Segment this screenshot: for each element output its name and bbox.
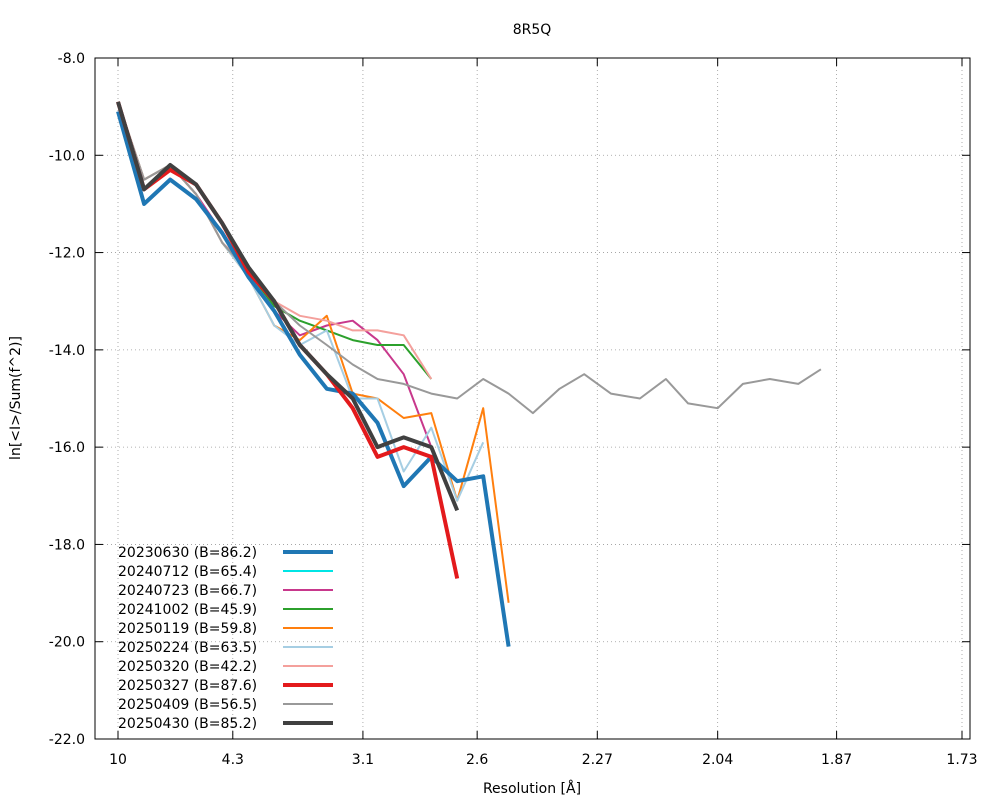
legend-label: 20250327 (B=87.6) [118,678,257,694]
y-tick-label: -20.0 [49,635,85,651]
legend-label: 20241002 (B=45.9) [118,602,257,618]
x-tick-label: 3.1 [352,752,374,768]
legend-label: 20240723 (B=66.7) [118,583,257,599]
series-line-20230630 [116,110,511,647]
legend-label: 20250224 (B=63.5) [118,640,257,656]
x-tick-label: 2.6 [466,752,488,768]
y-tick-label: -18.0 [49,537,85,553]
x-axis-title: Resolution [Å] [483,780,581,797]
y-tick-label: -10.0 [49,148,85,164]
y-tick-label: -16.0 [49,440,85,456]
y-tick-label: -8.0 [58,51,85,67]
x-tick-label: 2.04 [702,752,733,768]
legend-label: 20250430 (B=85.2) [118,716,257,732]
x-tick-label: 1.87 [821,752,852,768]
legend-label: 20240712 (B=65.4) [118,564,257,580]
x-tick-label: 10 [109,752,127,768]
legend: 20230630 (B=86.2) 20240712 (B=65.4) 202407… [118,545,333,732]
y-tick-label: -14.0 [49,343,85,359]
legend-label: 20250119 (B=59.8) [118,621,257,637]
x-tick-label: 2.27 [582,752,613,768]
chart-title: 8R5Q [513,22,552,38]
y-axis-title: ln[<I>/Sum(f^2)] [8,336,24,460]
series-line-20250430 [116,101,460,512]
legend-label: 20250320 (B=42.2) [118,659,257,675]
legend-label: 20250409 (B=56.5) [118,697,257,713]
plot-frame [94,57,971,740]
y-tick-label: -12.0 [49,246,85,262]
series-layer [116,101,822,647]
x-tick-label: 4.3 [222,752,244,768]
legend-label: 20230630 (B=86.2) [118,545,257,561]
x-tick-label: 1.73 [946,752,977,768]
y-tick-label: -22.0 [49,732,85,748]
axis-ticks: -8.0 -10.0 -12.0 -14.0 -16.0 -18.0 -20.0 -22.0 1… [49,51,978,768]
